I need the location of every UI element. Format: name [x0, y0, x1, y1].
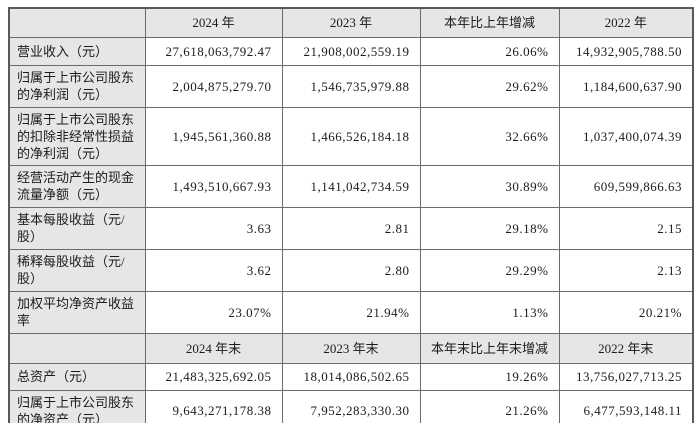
row-label: 归属于上市公司股东的净资产（元） — [8, 389, 146, 423]
value-2022: 1,184,600,637.90 — [558, 64, 694, 108]
row-operating-cash-flow: 经营活动产生的现金流量净额（元） 1,493,510,667.93 1,141,… — [8, 164, 694, 208]
col-header-2023: 2023 年 — [281, 7, 421, 38]
value-2022: 6,477,593,148.11 — [558, 389, 694, 423]
value-2024: 23.07% — [144, 290, 283, 334]
value-2022: 1,037,400,074.39 — [558, 106, 694, 166]
value-2023: 2.81 — [281, 206, 421, 250]
value-change: 32.66% — [419, 106, 560, 166]
col-header-2024-eoy: 2024 年末 — [144, 332, 283, 364]
value-2023: 1,546,735,979.88 — [281, 64, 421, 108]
col-header-eoy-change: 本年末比上年末增减 — [419, 332, 560, 364]
value-2022: 2.13 — [558, 248, 694, 292]
col-header-2022-eoy: 2022 年末 — [558, 332, 694, 364]
value-2023: 21.94% — [281, 290, 421, 334]
col-header-2023-eoy: 2023 年末 — [281, 332, 421, 364]
row-net-profit: 归属于上市公司股东的净利润（元） 2,004,875,279.70 1,546,… — [8, 64, 694, 108]
value-2023: 18,014,086,502.65 — [281, 362, 421, 391]
row-diluted-eps: 稀释每股收益（元/股） 3.62 2.80 29.29% 2.13 — [8, 248, 694, 292]
row-label: 稀释每股收益（元/股） — [8, 248, 146, 292]
value-2024: 21,483,325,692.05 — [144, 362, 283, 391]
row-label: 基本每股收益（元/股） — [8, 206, 146, 250]
row-label: 归属于上市公司股东的净利润（元） — [8, 64, 146, 108]
row-label: 营业收入（元） — [8, 36, 146, 66]
row-revenue: 营业收入（元） 27,618,063,792.47 21,908,002,559… — [8, 36, 694, 66]
value-2022: 20.21% — [558, 290, 694, 334]
value-2022: 609,599,866.63 — [558, 164, 694, 208]
value-2024: 2,004,875,279.70 — [144, 64, 283, 108]
header-row-annual: 2024 年 2023 年 本年比上年增减 2022 年 — [8, 7, 694, 38]
value-change: 30.89% — [419, 164, 560, 208]
blank-header-cell — [8, 332, 146, 364]
col-header-2024: 2024 年 — [144, 7, 283, 38]
row-net-assets: 归属于上市公司股东的净资产（元） 9,643,271,178.38 7,952,… — [8, 389, 694, 423]
header-row-end-of-year: 2024 年末 2023 年末 本年末比上年末增减 2022 年末 — [8, 332, 694, 364]
row-weighted-avg-roe: 加权平均净资产收益率 23.07% 21.94% 1.13% 20.21% — [8, 290, 694, 334]
row-label: 加权平均净资产收益率 — [8, 290, 146, 334]
value-change: 26.06% — [419, 36, 560, 66]
col-header-2022: 2022 年 — [558, 7, 694, 38]
value-2023: 1,141,042,734.59 — [281, 164, 421, 208]
value-change: 19.26% — [419, 362, 560, 391]
row-label: 总资产（元） — [8, 362, 146, 391]
value-2022: 14,932,905,788.50 — [558, 36, 694, 66]
value-change: 29.29% — [419, 248, 560, 292]
financial-highlights-table: 2024 年 2023 年 本年比上年增减 2022 年 营业收入（元） 27,… — [8, 7, 694, 423]
value-2023: 2.80 — [281, 248, 421, 292]
value-2022: 2.15 — [558, 206, 694, 250]
value-change: 29.18% — [419, 206, 560, 250]
value-2023: 7,952,283,330.30 — [281, 389, 421, 423]
blank-header-cell — [8, 7, 146, 38]
value-2023: 21,908,002,559.19 — [281, 36, 421, 66]
value-2022: 13,756,027,713.25 — [558, 362, 694, 391]
value-2024: 1,493,510,667.93 — [144, 164, 283, 208]
row-label: 经营活动产生的现金流量净额（元） — [8, 164, 146, 208]
col-header-yoy-change: 本年比上年增减 — [419, 7, 560, 38]
value-2024: 27,618,063,792.47 — [144, 36, 283, 66]
value-2024: 3.63 — [144, 206, 283, 250]
value-change: 21.26% — [419, 389, 560, 423]
value-2024: 1,945,561,360.88 — [144, 106, 283, 166]
value-change: 29.62% — [419, 64, 560, 108]
value-change: 1.13% — [419, 290, 560, 334]
row-basic-eps: 基本每股收益（元/股） 3.63 2.81 29.18% 2.15 — [8, 206, 694, 250]
row-total-assets: 总资产（元） 21,483,325,692.05 18,014,086,502.… — [8, 362, 694, 391]
value-2023: 1,466,526,184.18 — [281, 106, 421, 166]
value-2024: 3.62 — [144, 248, 283, 292]
row-net-profit-excl-nonrecurring: 归属于上市公司股东的扣除非经常性损益的净利润（元） 1,945,561,360.… — [8, 106, 694, 166]
row-label: 归属于上市公司股东的扣除非经常性损益的净利润（元） — [8, 106, 146, 166]
value-2024: 9,643,271,178.38 — [144, 389, 283, 423]
